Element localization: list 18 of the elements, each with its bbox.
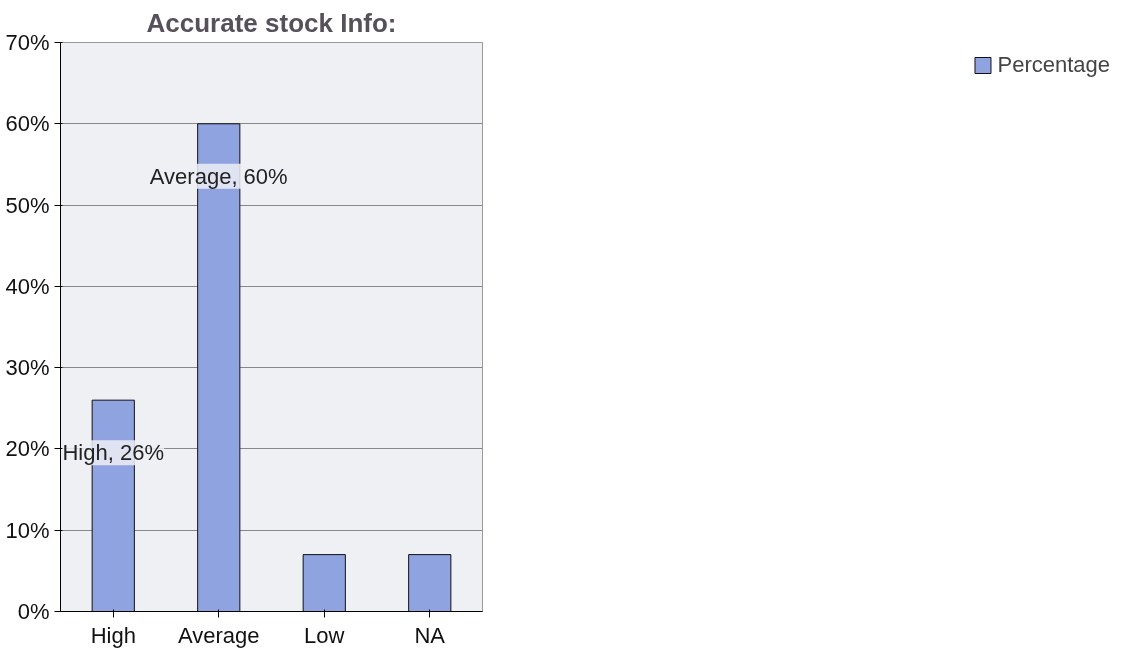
y-tick-label: 20% (5, 436, 50, 462)
y-tick-label: 40% (5, 273, 50, 299)
x-tick-label: NA (414, 622, 446, 648)
bar (408, 554, 452, 612)
data-label: Average, 60% (149, 163, 288, 189)
chart-title: Accurate stock Info: (146, 7, 397, 38)
y-tick-label: 70% (5, 30, 50, 55)
y-tick-label: 50% (5, 192, 50, 218)
y-tick-label: 0% (17, 599, 50, 624)
x-tick-label: Low (304, 622, 345, 648)
y-tick-label: 60% (5, 111, 50, 137)
bar (302, 554, 346, 612)
data-label: High, 26% (62, 440, 165, 466)
legend-label: Percentage (997, 52, 1110, 78)
y-tick-label: 30% (5, 355, 50, 381)
x-tick-label: Average (177, 622, 260, 648)
y-tick-label: 10% (5, 517, 50, 543)
x-tick-label: High (90, 622, 136, 648)
